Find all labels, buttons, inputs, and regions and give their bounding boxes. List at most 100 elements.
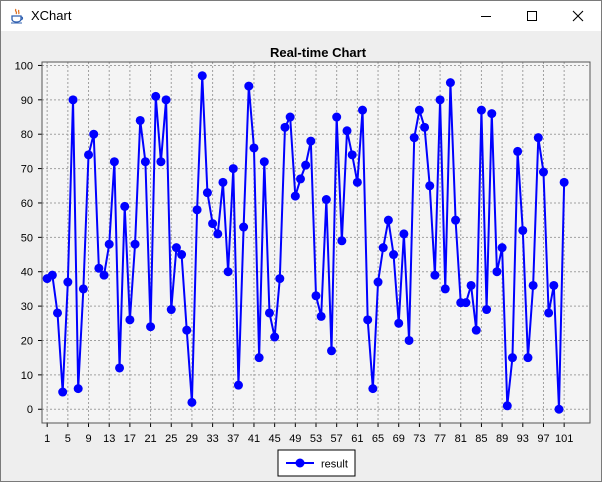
data-point — [487, 109, 497, 119]
data-point — [306, 136, 316, 146]
data-point — [233, 380, 243, 390]
data-point — [109, 157, 119, 167]
maximize-icon — [527, 11, 537, 21]
data-point — [399, 229, 409, 239]
y-tick-label: 40 — [21, 267, 33, 279]
data-point — [363, 315, 373, 325]
x-tick-label: 93 — [517, 433, 529, 445]
y-tick-label: 70 — [21, 164, 33, 176]
data-point — [373, 277, 383, 287]
title-bar[interactable]: XChart — [1, 1, 601, 31]
x-tick-label: 73 — [413, 433, 425, 445]
data-point — [352, 177, 362, 187]
data-point — [389, 250, 399, 260]
minimize-button[interactable] — [463, 1, 509, 31]
data-point — [285, 112, 295, 122]
x-tick-label: 33 — [206, 433, 218, 445]
data-point — [476, 105, 486, 115]
data-point — [53, 308, 63, 318]
data-point — [140, 157, 150, 167]
data-point — [301, 160, 311, 170]
data-point — [270, 332, 280, 342]
data-point — [84, 150, 94, 160]
data-point — [528, 280, 538, 290]
data-point — [187, 397, 197, 407]
y-tick-label: 50 — [21, 232, 33, 244]
data-point — [161, 95, 171, 105]
data-point — [461, 298, 471, 308]
data-point — [492, 267, 502, 277]
data-point — [202, 188, 212, 198]
data-point — [497, 243, 507, 253]
data-point — [156, 157, 166, 167]
data-point — [213, 229, 223, 239]
data-point — [239, 222, 249, 232]
legend: result — [277, 449, 356, 477]
x-tick-label: 5 — [65, 433, 71, 445]
data-point — [311, 291, 321, 301]
data-point — [549, 280, 559, 290]
data-point — [466, 280, 476, 290]
data-point — [120, 201, 130, 211]
data-point — [171, 243, 181, 253]
data-point — [249, 143, 259, 153]
data-point — [244, 81, 254, 91]
data-point — [533, 133, 543, 143]
x-axis: 1 5 9 13 17 21 25 29 33 37 41 45 49 53 57 61 65 69 73 77 81 8… — [44, 423, 573, 445]
data-point — [513, 146, 523, 156]
data-point — [342, 126, 352, 136]
x-tick-label: 29 — [186, 433, 198, 445]
x-tick-label: 61 — [351, 433, 363, 445]
data-point — [445, 78, 455, 88]
x-tick-label: 1 — [44, 433, 50, 445]
data-point — [337, 236, 347, 246]
close-button[interactable] — [555, 1, 601, 31]
data-point — [223, 267, 233, 277]
data-point — [130, 239, 140, 249]
x-tick-label: 101 — [555, 433, 573, 445]
series-result — [42, 71, 569, 414]
data-point — [358, 105, 368, 115]
data-point — [58, 387, 68, 397]
data-point — [544, 308, 554, 318]
x-tick-label: 37 — [227, 433, 239, 445]
x-tick-label: 97 — [537, 433, 549, 445]
data-point — [280, 122, 290, 132]
x-tick-label: 13 — [103, 433, 115, 445]
x-tick-label: 53 — [310, 433, 322, 445]
data-point — [275, 274, 285, 284]
x-tick-label: 25 — [165, 433, 177, 445]
data-point — [425, 181, 435, 191]
x-tick-label: 69 — [393, 433, 405, 445]
data-point — [192, 205, 202, 215]
x-tick-label: 81 — [455, 433, 467, 445]
data-point — [435, 95, 445, 105]
data-point — [73, 384, 83, 394]
data-point — [420, 122, 430, 132]
data-point — [89, 129, 99, 139]
close-icon — [572, 10, 584, 22]
chart-panel: Real-time Chart 0 10 20 30 40 50 60 70 80 90 100 1… — [1, 31, 601, 481]
data-point — [151, 91, 161, 101]
data-point — [254, 353, 264, 363]
x-tick-label: 65 — [372, 433, 384, 445]
data-point — [125, 315, 135, 325]
x-tick-label: 45 — [269, 433, 281, 445]
data-point — [327, 346, 337, 356]
data-point — [316, 311, 326, 321]
maximize-button[interactable] — [509, 1, 555, 31]
data-point — [47, 270, 57, 280]
y-tick-label: 30 — [21, 301, 33, 313]
data-point — [347, 150, 357, 160]
chart-title: Real-time Chart — [270, 45, 367, 60]
data-point — [559, 177, 569, 187]
data-point — [259, 157, 269, 167]
data-point — [197, 71, 207, 81]
data-point — [394, 318, 404, 328]
y-tick-label: 60 — [21, 198, 33, 210]
data-point — [146, 322, 156, 332]
data-point — [482, 305, 492, 315]
data-point — [332, 112, 342, 122]
java-cup-icon — [11, 8, 24, 24]
